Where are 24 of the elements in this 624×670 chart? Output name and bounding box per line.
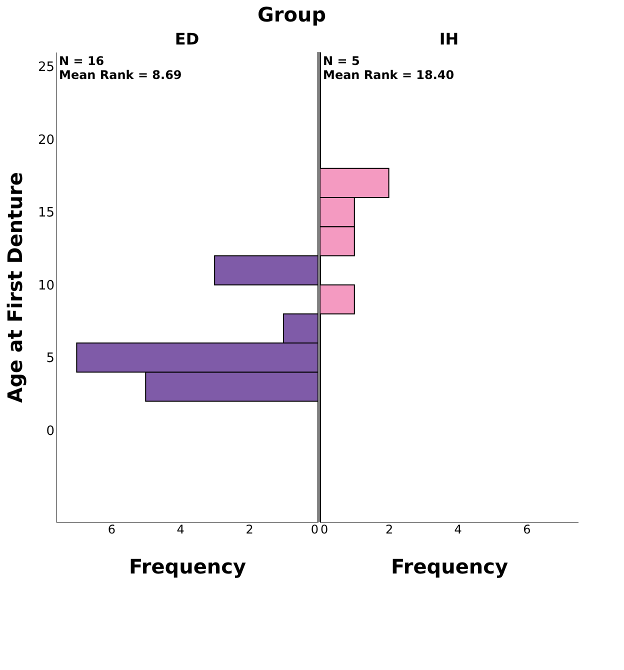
text: Group	[257, 2, 326, 26]
x-tick-label: 0	[310, 522, 318, 536]
x-tick-label: 6	[108, 522, 116, 536]
y-tick-label: 15	[38, 206, 54, 221]
annotation: N = 5	[323, 54, 360, 68]
x-axis-title: Frequency	[128, 554, 246, 578]
x-axis-title: Frequency	[390, 554, 508, 578]
chart-title: ED	[174, 30, 200, 48]
y-tick-label: 20	[38, 132, 54, 148]
x-tick-label: 2	[246, 522, 254, 536]
chart-title: IH	[439, 30, 459, 48]
annotation: Mean Rank = 8.69	[59, 68, 182, 82]
y-tick-label: 25	[38, 60, 54, 76]
x-tick-label: 0	[320, 522, 328, 536]
annotation: Mean Rank = 18.40	[323, 68, 454, 82]
x-tick-label: 6	[523, 522, 531, 536]
x-tick-label: 4	[176, 522, 184, 536]
y-tick-label: 5	[46, 351, 54, 366]
x-tick-label: 2	[385, 522, 394, 536]
y-tick-label: 0	[46, 424, 54, 439]
x-tick-label: 4	[454, 522, 462, 536]
y-tick-label: 10	[38, 278, 54, 294]
y-axis-title: Age at First Denture	[2, 172, 27, 403]
annotation: N = 16	[59, 54, 104, 68]
